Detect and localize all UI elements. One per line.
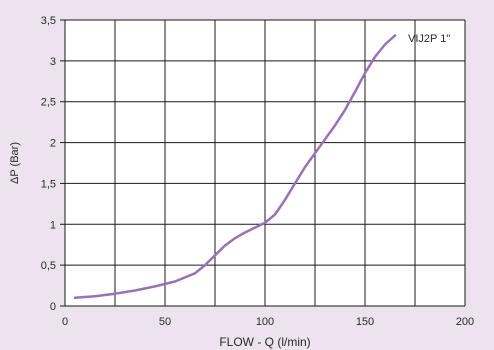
- x-axis-title: FLOW - Q (l/min): [219, 335, 310, 349]
- y-tick-label: 3: [50, 56, 56, 68]
- x-tick-label: 150: [356, 316, 374, 328]
- y-tick-label: 0,5: [41, 260, 56, 272]
- axes: 0 50 100 150 200 0 0,5 1 1,5 2 2,5 3 3,5: [41, 15, 474, 328]
- x-tick-label: 0: [62, 316, 68, 328]
- x-tick-label: 100: [256, 316, 274, 328]
- y-axis-title: ΔP (Bar): [9, 142, 21, 184]
- y-tick-label: 2: [50, 138, 56, 150]
- legend-label: VIJ2P 1": [408, 33, 450, 45]
- grid: [64, 19, 466, 307]
- series-layer: [73, 34, 397, 300]
- y-tick-label: 3,5: [41, 15, 56, 27]
- x-tick-label: 200: [456, 316, 474, 328]
- y-tick-label: 1,5: [41, 178, 56, 190]
- y-tick-label: 2,5: [41, 97, 56, 109]
- x-tick-label: 50: [159, 316, 171, 328]
- y-tick-label: 1: [50, 219, 56, 231]
- y-tick-label: 0: [50, 301, 56, 313]
